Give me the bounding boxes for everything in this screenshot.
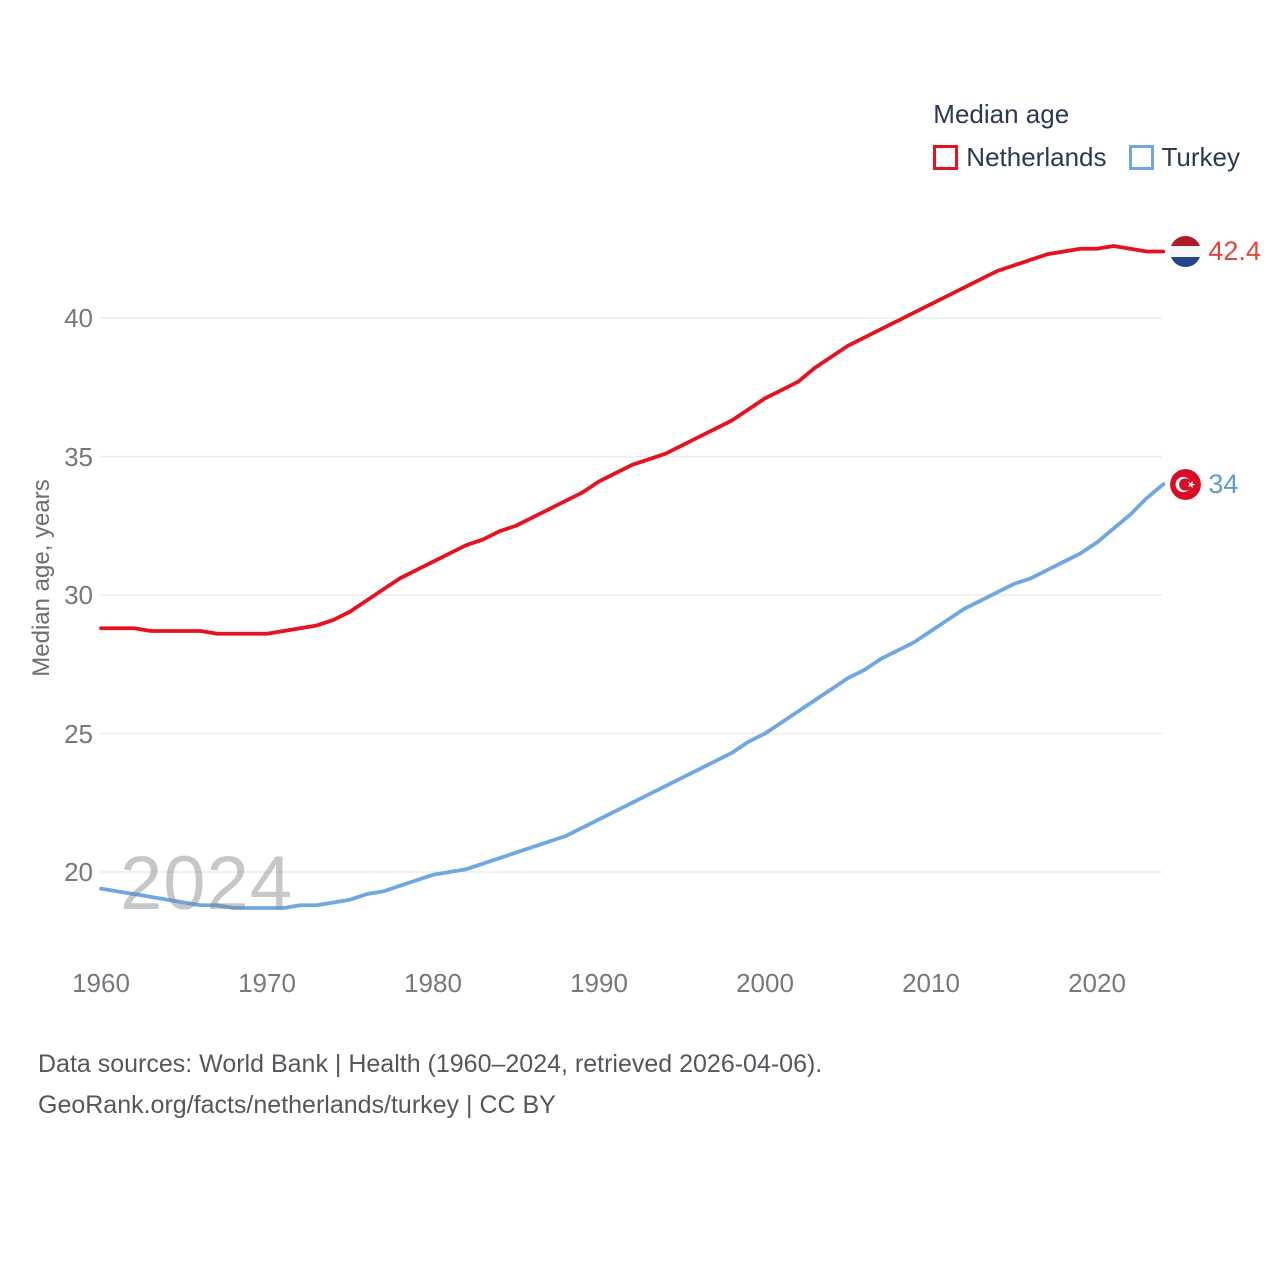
legend-row: Netherlands Turkey: [933, 142, 1240, 173]
attribution-url-text: GeoRank.org/facts/netherlands/turkey | C…: [38, 1091, 556, 1119]
year-watermark: 2024: [120, 841, 294, 926]
y-tick-label: 25: [64, 718, 93, 749]
x-tick-label: 2000: [736, 968, 794, 998]
turkey-flag-icon: [1170, 468, 1202, 500]
x-tick-label: 1970: [238, 968, 296, 998]
x-tick-label: 1960: [72, 968, 130, 998]
netherlands-end-label: 42.4: [1170, 236, 1261, 267]
y-tick-label: 20: [64, 857, 93, 887]
netherlands-end-value: 42.4: [1208, 236, 1261, 267]
chart-footer: Data sources: World Bank | Health (1960–…: [38, 1044, 822, 1126]
y-tick-label: 35: [64, 441, 93, 472]
netherlands-swatch-icon: [933, 145, 959, 170]
netherlands-flag-icon: [1170, 236, 1202, 267]
data-sources-text: Data sources: World Bank | Health (1960–…: [38, 1050, 823, 1078]
x-tick-label: 1980: [404, 968, 462, 998]
y-axis-title: Median age, years: [28, 479, 55, 677]
legend-item-netherlands[interactable]: Netherlands: [933, 142, 1107, 173]
chart-legend: Median age Netherlands Turkey: [933, 99, 1240, 173]
turkey-end-value: 34: [1208, 468, 1239, 499]
legend-item-label: Turkey: [1161, 142, 1241, 172]
x-tick-label: 1990: [570, 968, 628, 998]
y-tick-label: 30: [64, 580, 93, 610]
legend-item-turkey[interactable]: Turkey: [1128, 142, 1241, 173]
turkey-swatch-icon: [1128, 145, 1154, 170]
turkey-line: [99, 482, 1166, 910]
netherlands-line: [99, 244, 1166, 636]
x-tick-label: 2020: [1068, 968, 1126, 998]
legend-item-label: Netherlands: [966, 142, 1107, 172]
legend-title: Median age: [933, 99, 1070, 129]
x-tick-label: 2010: [902, 968, 960, 998]
turkey-end-label: 34: [1170, 468, 1239, 500]
y-tick-label: 40: [64, 303, 93, 333]
